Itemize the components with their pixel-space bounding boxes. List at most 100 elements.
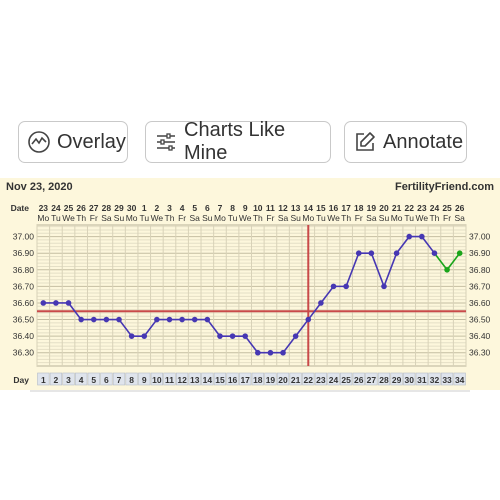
date-label: 5: [192, 203, 197, 213]
date-label: 24: [430, 203, 440, 213]
temperature-point: [355, 250, 362, 256]
overlay-label: Overlay: [57, 130, 126, 153]
temperature-point: [318, 300, 324, 306]
day-number-label: 23: [316, 375, 326, 385]
date-label: 17: [341, 203, 351, 213]
temperature-point: [40, 300, 47, 306]
date-label: 26: [76, 203, 86, 213]
weekday-label: Su: [290, 213, 301, 223]
weekday-label: Th: [341, 213, 351, 223]
day-number-label: 14: [203, 375, 213, 385]
y-tick-label-left: 36.40: [13, 331, 35, 341]
day-cell: [226, 372, 239, 386]
date-label: 28: [102, 203, 112, 213]
day-cell: [112, 372, 126, 386]
temperature-chart-svg: 37.00 37.00 36.90 36.90 36.80 36.80 36.70 36.70…: [11, 203, 491, 386]
day-number-label: 3: [66, 375, 71, 385]
day-number-label: 2: [54, 375, 59, 385]
temperature-point: [242, 333, 248, 339]
day-cell: [377, 372, 391, 386]
y-tick-label-left: 36.90: [13, 248, 35, 258]
weekday-label: We: [327, 213, 340, 223]
temperature-point: [90, 316, 97, 323]
temperature-point: [381, 283, 387, 290]
weekday-label: Sa: [366, 213, 377, 223]
temperature-point: [141, 333, 148, 339]
temperature-point: [154, 316, 160, 323]
y-tick-label-right: 36.50: [469, 315, 491, 325]
day-number-label: 28: [379, 375, 389, 385]
charts-like-mine-button[interactable]: Charts Like Mine: [145, 119, 331, 164]
temperature-point: [128, 333, 135, 339]
weekday-label: Fr: [90, 213, 98, 223]
annotate-button[interactable]: Annotate: [344, 121, 467, 163]
day-number-label: 21: [291, 375, 301, 385]
day-cell: [415, 372, 428, 386]
date-label: 26: [455, 203, 465, 213]
temperature-point: [406, 233, 413, 240]
date-label: 11: [266, 203, 275, 213]
day-cell: [49, 372, 63, 386]
day-cell: [75, 372, 88, 386]
weekday-label: Tu: [404, 213, 414, 223]
day-number-label: 16: [228, 375, 238, 385]
date-label: 20: [379, 203, 389, 213]
day-cell: [138, 372, 151, 386]
y-tick-label-left: 36.70: [13, 281, 35, 291]
weekday-label: Tu: [228, 213, 238, 223]
temperature-point: [53, 300, 59, 306]
temperature-point: [393, 250, 400, 256]
y-tick-label-right: 36.30: [469, 348, 491, 358]
temperature-point: [217, 333, 223, 339]
temperature-point: [292, 333, 299, 339]
date-label: 6: [205, 203, 210, 213]
day-cell: [125, 372, 138, 386]
temperature-point: [179, 316, 185, 323]
date-label: 21: [392, 203, 402, 213]
charts-like-mine-label: Charts Like Mine: [184, 119, 286, 164]
annotate-label: Annotate: [383, 130, 464, 153]
weekday-label: Fr: [266, 213, 274, 223]
weekday-label: We: [239, 213, 252, 223]
y-tick-label-left: 37.00: [13, 232, 35, 242]
day-cell: [150, 372, 163, 386]
date-label: 22: [404, 203, 414, 213]
temperature-point: [116, 316, 122, 323]
date-label: 13: [291, 203, 301, 213]
weekday-label: Su: [114, 213, 125, 223]
day-number-label: 26: [354, 375, 364, 385]
weekday-label: Sa: [454, 213, 465, 223]
temperature-point: [204, 316, 211, 323]
day-cell: [390, 372, 403, 386]
y-tick-label-left: 36.60: [13, 298, 35, 308]
weekday-label: Fr: [178, 213, 186, 223]
chart-start-date: Nov 23, 2020: [6, 181, 73, 193]
date-label: 23: [39, 203, 49, 213]
date-label: 29: [114, 203, 124, 213]
day-cell: [175, 372, 189, 386]
date-label: 4: [180, 203, 185, 213]
day-number-label: 34: [455, 375, 465, 385]
day-number-label: 5: [91, 375, 96, 385]
day-cell: [251, 372, 264, 386]
day-cell: [314, 372, 328, 386]
weekday-label: Mo: [214, 213, 226, 223]
date-label: 18: [354, 203, 364, 213]
overlay-button[interactable]: Overlay: [18, 121, 128, 163]
weekday-label: Mo: [302, 213, 314, 223]
projection-point: [444, 266, 450, 273]
date-label: 15: [316, 203, 326, 213]
temperature-point: [267, 349, 274, 356]
temperature-point: [166, 316, 173, 323]
day-number-label: 32: [430, 375, 440, 385]
date-label: 1: [142, 203, 147, 213]
day-cell: [440, 372, 454, 386]
bbt-chart: Nov 23, 2020 FertilityFriend.com 37.00 37…: [0, 178, 500, 390]
day-number-label: 30: [404, 375, 414, 385]
weekday-label: Fr: [443, 213, 451, 223]
weekday-label: Tu: [51, 213, 61, 223]
divider: [30, 390, 470, 392]
day-number-label: 27: [367, 375, 377, 385]
edit-icon: [356, 132, 375, 151]
temperature-point: [431, 250, 438, 256]
